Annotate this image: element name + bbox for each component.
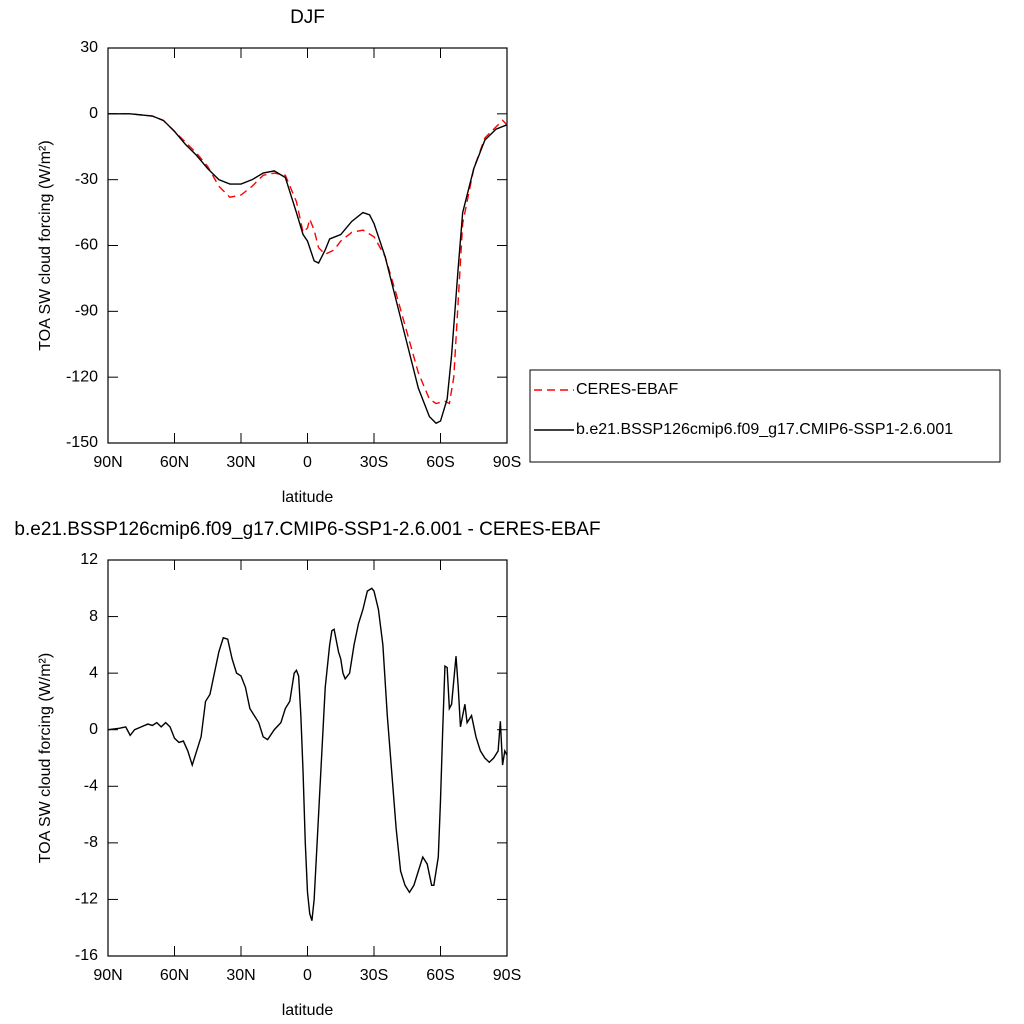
x-tick-label: 30N <box>226 454 255 471</box>
y-axis-label: TOA SW cloud forcing (W/m²) <box>37 653 54 863</box>
x-axis-label: latitude <box>282 489 334 506</box>
y-tick-label: -16 <box>75 947 98 964</box>
y-tick-label: -30 <box>75 171 98 188</box>
x-tick-label: 60S <box>426 967 454 984</box>
y-axis-label: TOA SW cloud forcing (W/m²) <box>37 140 54 350</box>
y-tick-label: -4 <box>84 778 98 795</box>
plot-frame <box>107 47 508 444</box>
x-tick-label: 30S <box>360 454 388 471</box>
x-tick-label: 90S <box>493 454 521 471</box>
legend-label: CERES-EBAF <box>576 381 678 398</box>
x-tick-label: 30S <box>360 967 388 984</box>
y-tick-label: 4 <box>89 664 98 681</box>
chart-title: b.e21.BSSP126cmip6.f09_g17.CMIP6-SSP1-2.… <box>14 519 600 540</box>
y-tick-label: 8 <box>89 608 98 625</box>
y-tick-label: 12 <box>80 551 98 568</box>
legend-label: b.e21.BSSP126cmip6.f09_g17.CMIP6-SSP1-2.… <box>576 421 953 438</box>
x-tick-label: 90S <box>493 967 521 984</box>
data-line <box>108 113 508 405</box>
y-tick-label: -120 <box>66 368 98 385</box>
x-tick-label: 0 <box>303 967 312 984</box>
y-tick-label: -90 <box>75 303 98 320</box>
y-tick-label: -60 <box>75 237 98 254</box>
y-tick-label: -150 <box>66 434 98 451</box>
y-tick-label: 0 <box>89 721 98 738</box>
x-tick-label: 60S <box>426 454 454 471</box>
x-axis-label: latitude <box>282 1002 334 1019</box>
data-line <box>107 587 508 921</box>
x-tick-label: 30N <box>226 967 255 984</box>
y-tick-label: 0 <box>89 105 98 122</box>
y-tick-label: -8 <box>84 834 98 851</box>
x-tick-label: 60N <box>160 454 189 471</box>
y-tick-label: -12 <box>75 891 98 908</box>
y-tick-label: 30 <box>80 39 98 56</box>
x-tick-label: 0 <box>303 454 312 471</box>
x-tick-label: 60N <box>160 967 189 984</box>
chart-title: DJF <box>290 7 325 28</box>
legend-box <box>529 369 1001 463</box>
data-line <box>108 113 508 425</box>
x-tick-label: 90N <box>93 967 122 984</box>
x-tick-label: 90N <box>93 454 122 471</box>
